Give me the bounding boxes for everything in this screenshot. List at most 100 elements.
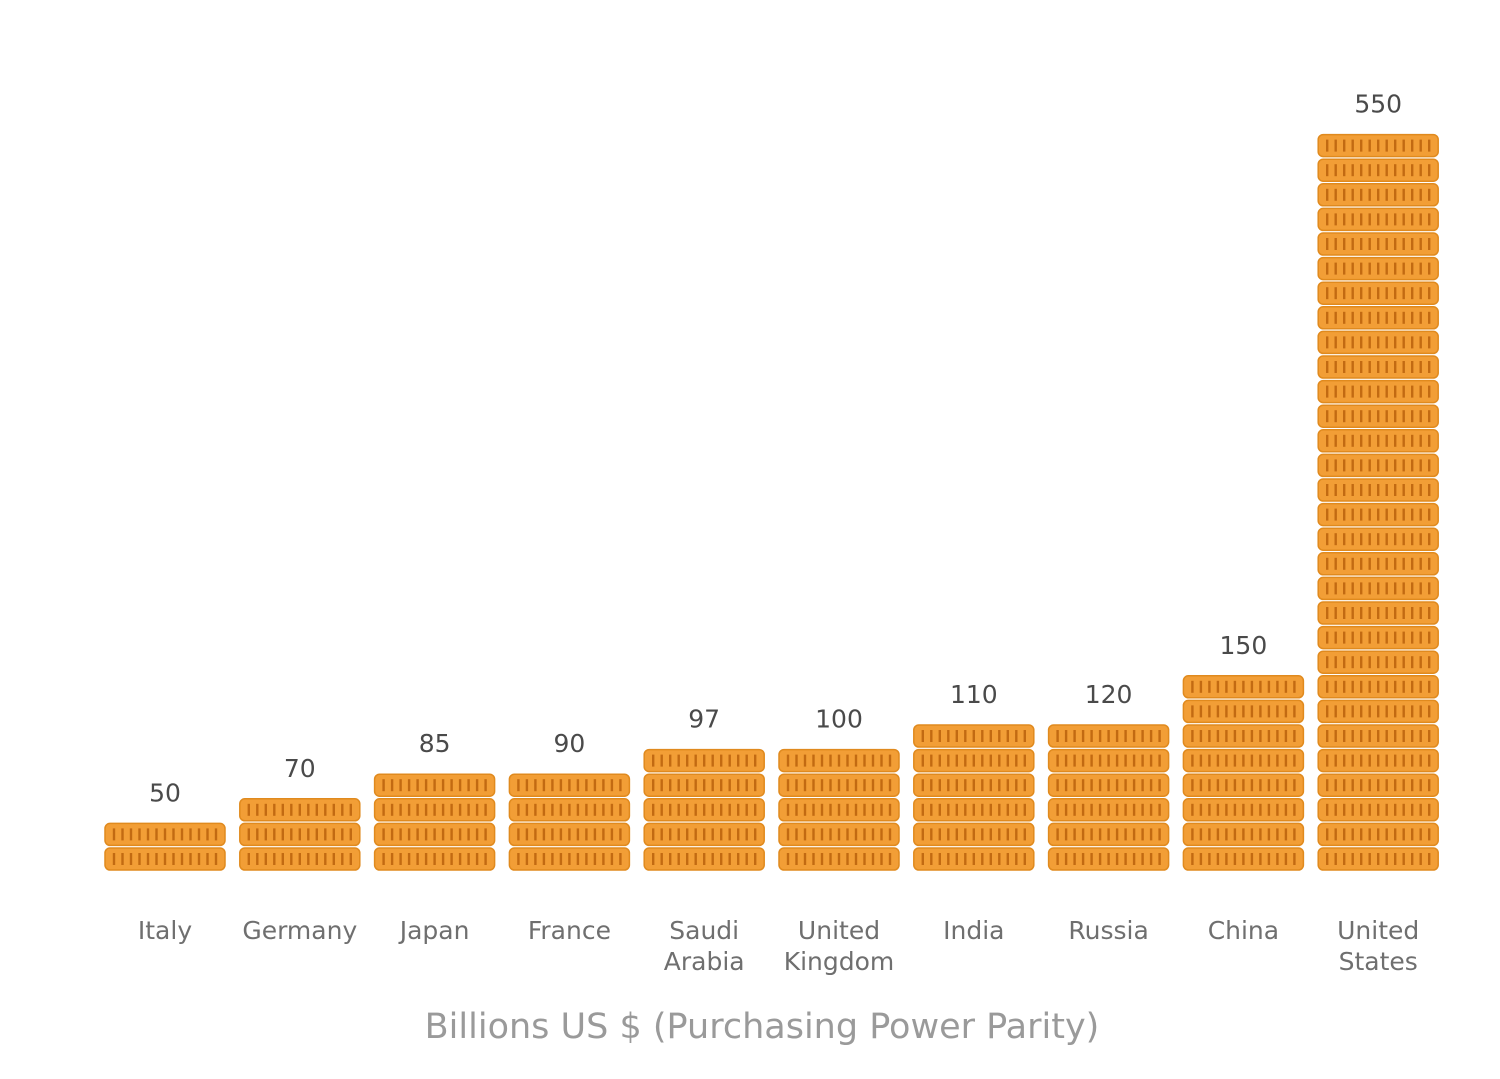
coin <box>1182 675 1305 699</box>
bar-7 <box>1047 724 1170 871</box>
category-labels-layer: Italy Germany Japan France Saudi Arabia United… <box>138 916 1419 976</box>
coin <box>1317 576 1439 601</box>
coin <box>1317 478 1439 502</box>
category-label: India <box>943 916 1004 945</box>
value-label: 550 <box>1354 90 1402 119</box>
bar-5 <box>778 748 900 871</box>
value-label: 70 <box>284 754 316 783</box>
bar-6 <box>913 724 1035 871</box>
coin <box>1317 822 1439 847</box>
coin <box>1317 453 1439 478</box>
coin <box>1182 748 1305 773</box>
coin <box>1182 699 1305 724</box>
value-label: 150 <box>1220 631 1268 660</box>
coin <box>508 822 631 847</box>
coin <box>913 822 1035 847</box>
coin <box>1182 773 1305 797</box>
coin <box>1317 404 1439 428</box>
coin <box>239 798 361 822</box>
coin <box>1317 379 1439 404</box>
coin <box>643 847 765 871</box>
bars-layer <box>104 133 1439 871</box>
coin <box>239 847 361 871</box>
coin <box>1317 232 1439 256</box>
category-label: Russia <box>1068 916 1148 945</box>
bar-8 <box>1182 675 1305 871</box>
coin <box>1317 306 1439 330</box>
value-label: 97 <box>688 705 720 734</box>
coin <box>1182 798 1305 822</box>
coin <box>508 847 631 871</box>
coin <box>1317 699 1439 724</box>
bar-3 <box>508 773 631 871</box>
coin <box>778 822 900 847</box>
coin <box>1317 330 1439 355</box>
coin <box>1182 822 1305 847</box>
coin <box>1317 724 1439 748</box>
coin <box>913 724 1035 748</box>
coin <box>1317 601 1439 625</box>
coin <box>1317 798 1439 822</box>
coin <box>1317 429 1439 453</box>
value-label: 50 <box>149 778 181 807</box>
coin <box>1317 650 1439 674</box>
coin <box>643 773 765 797</box>
category-label: Japan <box>398 916 470 945</box>
coin <box>104 822 226 847</box>
coin <box>643 822 765 847</box>
coin <box>778 748 900 773</box>
coin <box>778 798 900 822</box>
coin <box>1317 502 1439 527</box>
category-label: Saudi Arabia <box>664 916 745 976</box>
coin <box>508 798 631 822</box>
coin <box>373 773 496 797</box>
coin <box>1047 822 1170 847</box>
coin <box>104 847 226 871</box>
coin <box>373 822 496 847</box>
coin <box>913 773 1035 797</box>
coin <box>1317 847 1439 871</box>
bar-4 <box>643 748 765 871</box>
coin <box>1317 773 1439 797</box>
coin <box>1317 355 1439 379</box>
coin <box>1047 724 1170 748</box>
coin <box>1317 625 1439 650</box>
coin <box>643 748 765 773</box>
coin <box>1317 281 1439 305</box>
bar-0 <box>104 822 226 871</box>
value-label: 100 <box>815 705 863 734</box>
bar-1 <box>239 798 361 871</box>
coin <box>1317 256 1439 281</box>
category-label: China <box>1208 916 1279 945</box>
bar-2 <box>373 773 496 871</box>
coin <box>1317 552 1439 576</box>
value-label: 110 <box>950 680 998 709</box>
value-label: 90 <box>553 729 585 758</box>
coin <box>778 773 900 797</box>
coin <box>1317 183 1439 207</box>
coin <box>1047 798 1170 822</box>
value-label: 120 <box>1085 680 1133 709</box>
category-label: Germany <box>242 916 357 945</box>
category-label: United Kingdom <box>784 916 895 976</box>
coin <box>778 847 900 871</box>
category-label: United States <box>1337 916 1419 976</box>
coin <box>373 798 496 822</box>
coin <box>1047 748 1170 773</box>
coin <box>913 798 1035 822</box>
coin <box>1317 158 1439 182</box>
coin <box>1317 748 1439 773</box>
category-label: France <box>528 916 611 945</box>
coin <box>1317 133 1439 158</box>
bar-9 <box>1317 133 1439 871</box>
coin <box>1317 207 1439 232</box>
coin <box>508 773 631 797</box>
x-axis-title: Billions US $ (Purchasing Power Parity) <box>425 1007 1100 1047</box>
category-label: Italy <box>138 916 192 945</box>
coin <box>1182 847 1305 871</box>
value-label: 85 <box>419 729 451 758</box>
coin <box>643 798 765 822</box>
coin <box>913 748 1035 773</box>
value-labels-layer: 50 70 85 90 97 100 110 120 150 550 <box>149 90 1402 808</box>
